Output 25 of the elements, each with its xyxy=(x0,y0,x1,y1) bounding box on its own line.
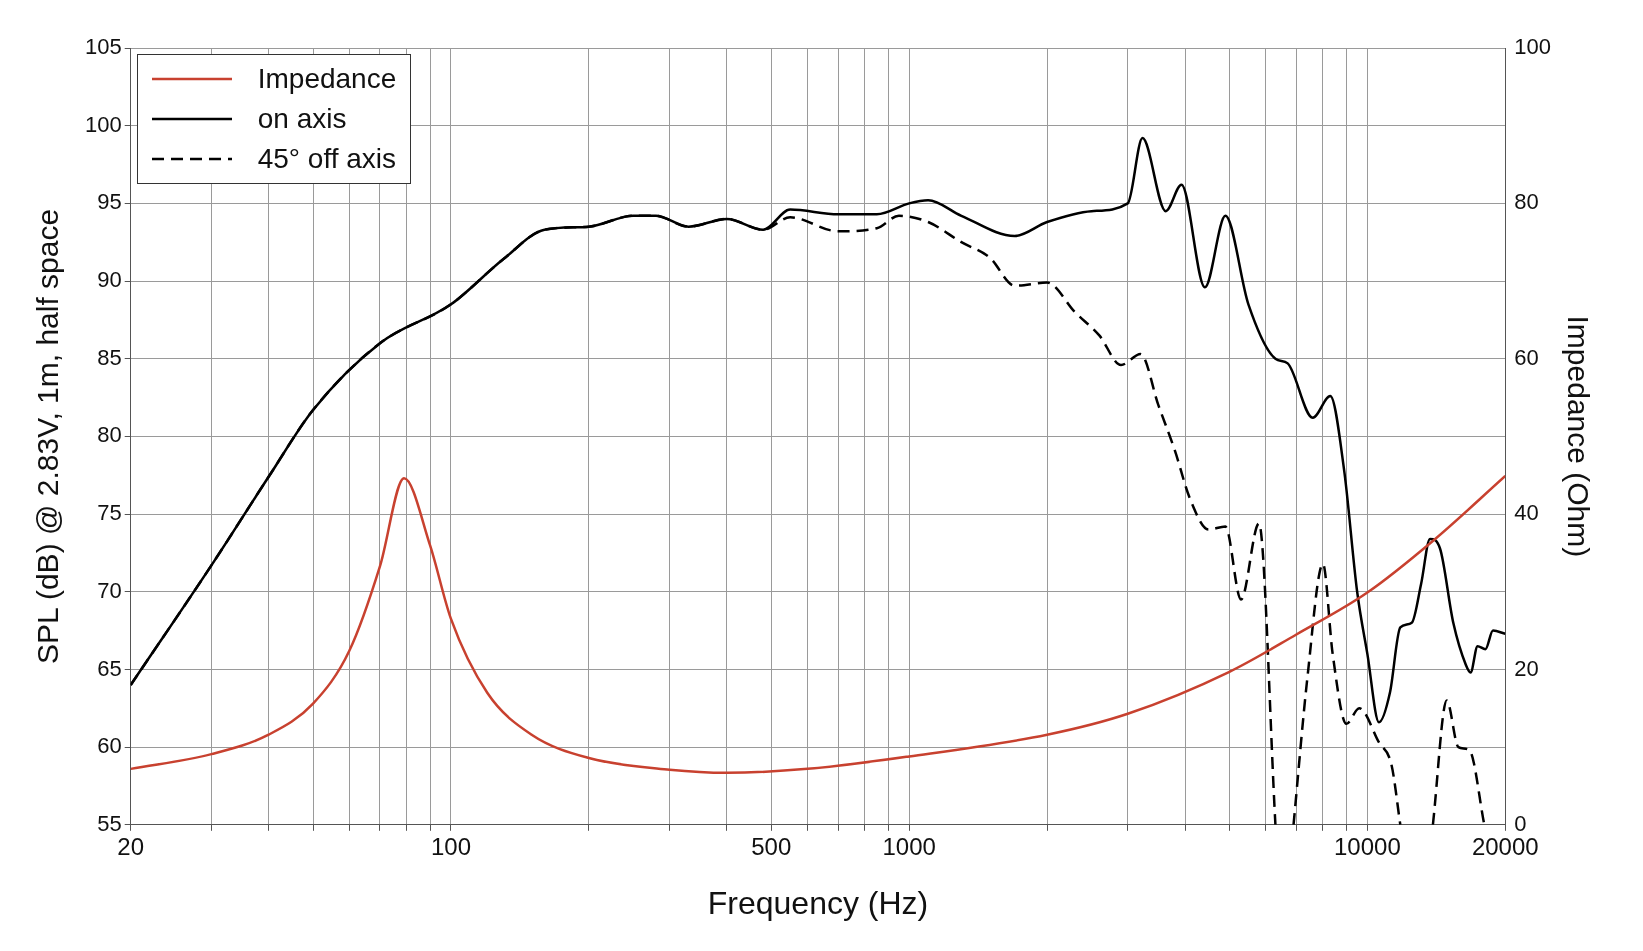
x-tick-label: 1000 xyxy=(882,832,936,860)
y2-tick-label: 20 xyxy=(1514,655,1539,681)
y-tick-label: 100 xyxy=(84,111,122,137)
y2-tick-label: 40 xyxy=(1514,500,1539,526)
y-tick-label: 80 xyxy=(97,422,122,448)
y2-tick-label: 80 xyxy=(1514,189,1539,215)
x-tick-label: 10000 xyxy=(1333,832,1401,860)
y-tick-label: 65 xyxy=(97,655,122,681)
y2-axis-title: Impedance (Ohm) xyxy=(1561,315,1595,558)
x-axis-title: Frequency (Hz) xyxy=(707,884,929,921)
y-axis-title: SPL (dB) @ 2.83V, 1m, half space xyxy=(31,208,65,664)
y2-tick-label: 100 xyxy=(1514,34,1552,60)
y-tick-label: 95 xyxy=(97,189,122,215)
x-tick-label: 500 xyxy=(751,832,792,860)
x-tick-label: 100 xyxy=(430,832,471,860)
legend-label: on axis xyxy=(257,103,347,135)
y-tick-label: 85 xyxy=(97,344,122,370)
y-tick-label: 70 xyxy=(97,577,122,603)
y-tick-label: 75 xyxy=(97,500,122,526)
y2-tick-label: 60 xyxy=(1514,344,1539,370)
legend-label: 45° off axis xyxy=(257,143,397,175)
legend-label: Impedance xyxy=(257,63,397,95)
y-tick-label: 60 xyxy=(97,733,122,759)
y-tick-label: 90 xyxy=(97,267,122,293)
y-tick-label: 105 xyxy=(84,34,122,60)
